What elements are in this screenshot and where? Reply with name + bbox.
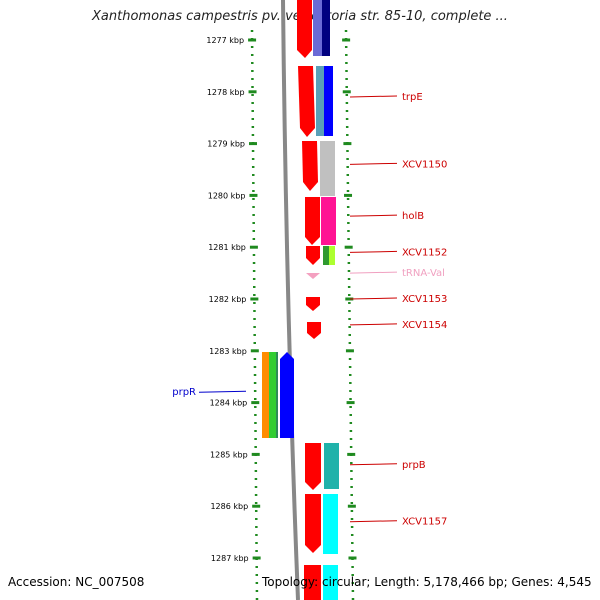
label-leader-line (349, 520, 398, 523)
gene-label[interactable]: prpR (172, 387, 196, 398)
label-leader-line (349, 271, 398, 274)
gene-feature[interactable] (298, 66, 315, 137)
gene-feature[interactable] (306, 297, 320, 311)
cog-strip (321, 197, 336, 245)
cog-strip (323, 565, 338, 600)
scale-tick-label: 1279 kbp (207, 140, 245, 149)
cog-strip (324, 66, 333, 136)
scale-tick-label: 1282 kbp (209, 295, 247, 304)
label-leader-line (349, 463, 398, 466)
scale-tick-label: 1287 kbp (211, 554, 249, 563)
cog-strip (313, 0, 323, 56)
gene-feature[interactable] (305, 494, 321, 553)
cog-strip (316, 66, 325, 136)
label-leader-line (349, 95, 398, 98)
cog-strips (313, 0, 339, 600)
gene-label[interactable]: XCV1157 (402, 517, 447, 528)
cog-strip (323, 246, 329, 265)
gene-label[interactable]: tRNA-Val (402, 268, 445, 279)
cog-strip (262, 352, 269, 438)
label-leader-line (349, 297, 398, 300)
gene-label[interactable]: holB (402, 211, 424, 222)
label-leader-line (349, 214, 398, 217)
gene-feature[interactable] (304, 565, 321, 600)
label-leader-line (198, 390, 247, 393)
scale-tick-label: 1280 kbp (208, 191, 246, 200)
scale-tick-label: 1278 kbp (207, 88, 245, 97)
scale-tick-label: 1277 kbp (206, 36, 244, 45)
cog-strip (276, 352, 278, 438)
scale-ticks: 1277 kbp 1278 kbp 1279 kbp 1280 kbp 1281 kbp… (206, 36, 357, 563)
gene-label[interactable]: XCV1154 (402, 320, 447, 331)
genome-backbone (281, 0, 300, 600)
gene-feature[interactable] (306, 246, 320, 265)
cog-strip (323, 494, 338, 554)
cog-strip (269, 352, 276, 438)
label-leader-line (349, 250, 398, 253)
genome-summary: Topology: circular; Length: 5,178,466 bp… (262, 575, 592, 589)
scale-tick-label: 1284 kbp (210, 399, 248, 408)
label-leader-line (349, 323, 398, 326)
gene-feature[interactable] (297, 0, 312, 58)
gene-feature[interactable] (302, 141, 318, 191)
gene-label[interactable]: prpB (402, 460, 426, 471)
trna-feature[interactable] (306, 273, 320, 279)
cog-strip (320, 141, 335, 196)
scale-dotted-line (250, 29, 259, 600)
gene-labels: trpE XCV1150 holB XCV1152 tRNA-Val XCV1153 XCV… (172, 92, 447, 528)
scale-tick-label: 1281 kbp (208, 243, 246, 252)
gene-label[interactable]: XCV1153 (402, 294, 447, 305)
scale-dotted-line (344, 29, 355, 600)
gene-feature[interactable] (305, 443, 321, 490)
label-leader-line (349, 162, 398, 165)
accession-text: Accession: NC_007508 (8, 575, 145, 589)
gene-feature[interactable] (307, 322, 321, 339)
gene-label[interactable]: XCV1152 (402, 247, 447, 258)
scale-tick-label: 1285 kbp (210, 450, 248, 459)
cog-strip (322, 0, 330, 56)
gene-label[interactable]: XCV1150 (402, 159, 447, 170)
cog-strip (329, 246, 335, 265)
reverse-strand-genes (262, 352, 294, 438)
scale-tick-label: 1286 kbp (210, 502, 248, 511)
scale-tick-label: 1283 kbp (209, 347, 247, 356)
gene-label[interactable]: trpE (402, 92, 423, 103)
forward-strand-genes (297, 0, 321, 600)
cog-strip (324, 443, 339, 489)
gene-feature[interactable] (280, 352, 294, 438)
gene-feature[interactable] (305, 197, 320, 245)
